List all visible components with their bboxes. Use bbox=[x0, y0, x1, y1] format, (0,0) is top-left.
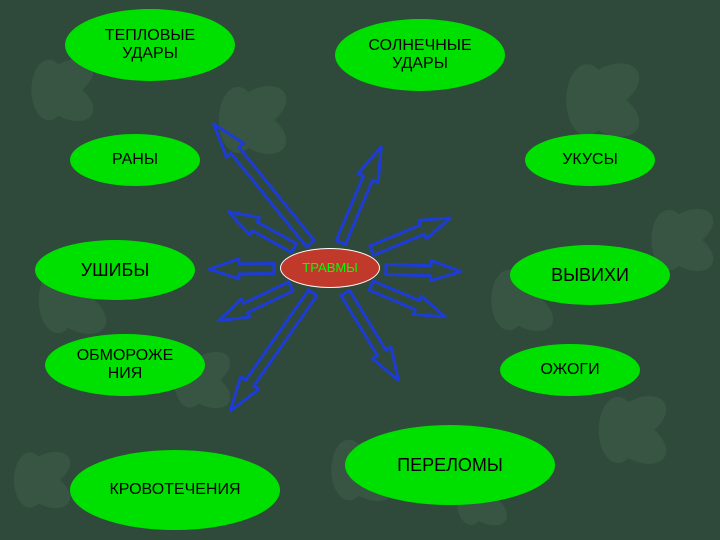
arrow-to-heatstroke bbox=[214, 124, 315, 247]
node-dislocations: ВЫВИХИ bbox=[510, 245, 670, 305]
node-bleeding-label: КРОВОТЕЧЕНИЯ bbox=[109, 481, 240, 499]
node-sunstroke: СОЛНЕЧНЫЕ УДАРЫ bbox=[335, 19, 505, 91]
node-bites-label: УКУСЫ bbox=[562, 151, 618, 169]
arrow-to-sunstroke bbox=[336, 147, 381, 245]
node-bleeding: КРОВОТЕЧЕНИЯ bbox=[70, 450, 280, 530]
node-burns-label: ОЖОГИ bbox=[540, 361, 599, 379]
arrow-to-frostbite bbox=[218, 282, 292, 321]
node-wounds-label: РАНЫ bbox=[112, 151, 158, 169]
center-label: ТРАВМЫ bbox=[302, 261, 357, 276]
node-wounds: РАНЫ bbox=[70, 134, 200, 186]
node-dislocations-label: ВЫВИХИ bbox=[551, 265, 629, 286]
node-bruises: УШИБЫ bbox=[35, 240, 195, 300]
center-node: ТРАВМЫ bbox=[280, 248, 380, 288]
node-heatstroke-label: ТЕПЛОВЫЕ УДАРЫ bbox=[105, 27, 195, 64]
node-bruises-label: УШИБЫ bbox=[81, 260, 150, 281]
diagram-stage: ТРАВМЫ ТЕПЛОВЫЕ УДАРЫ СОЛНЕЧНЫЕ УДАРЫ УКУСЫ… bbox=[0, 0, 720, 540]
arrow-to-wounds bbox=[228, 212, 296, 253]
node-fractures-label: ПЕРЕЛОМЫ bbox=[397, 455, 503, 476]
node-sunstroke-label: СОЛНЕЧНЫЕ УДАРЫ bbox=[368, 37, 471, 74]
arrow-to-bites bbox=[370, 218, 450, 255]
node-bites: УКУСЫ bbox=[525, 134, 655, 186]
node-burns: ОЖОГИ bbox=[500, 344, 640, 396]
arrow-to-bleeding bbox=[230, 290, 317, 411]
arrow-to-bruises bbox=[209, 259, 274, 279]
node-frostbite: ОБМОРОЖЕ НИЯ bbox=[45, 334, 205, 396]
arrow-to-fractures bbox=[341, 290, 398, 380]
arrow-to-burns bbox=[369, 281, 445, 317]
node-fractures: ПЕРЕЛОМЫ bbox=[345, 425, 555, 505]
arrow-to-dislocations bbox=[386, 261, 461, 281]
node-frostbite-label: ОБМОРОЖЕ НИЯ bbox=[77, 347, 174, 384]
node-heatstroke: ТЕПЛОВЫЕ УДАРЫ bbox=[65, 9, 235, 81]
